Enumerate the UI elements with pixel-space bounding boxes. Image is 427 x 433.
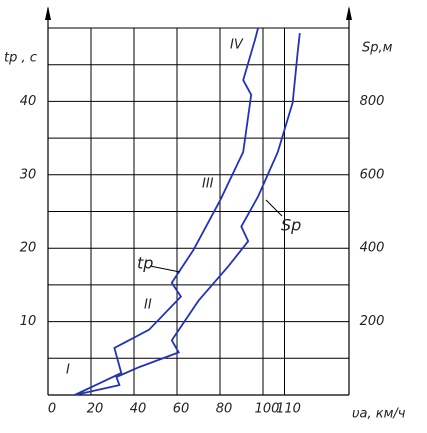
y2-axis-arrow [346,6,352,20]
gear-label: III [202,177,214,192]
series-label: tp [137,254,153,273]
x-tick-label: 20 [87,402,104,417]
y-tick-label: 10 [20,314,37,329]
y2-tick-label: 200 [360,314,385,329]
gear-label: I [66,363,70,378]
x-axis-label: υa, км/ч [352,407,406,422]
gear-label: II [144,298,152,313]
y-tick-label: 20 [20,241,37,256]
y2-tick-label: 600 [360,167,385,182]
x-tick-label: 40 [130,402,147,417]
gear-label: IV [230,38,244,53]
x-tick-label: 60 [173,402,190,417]
x-tick-label: 110 [276,402,301,417]
series-line [74,33,301,396]
leader-line [265,199,283,217]
y2-tick-label: 800 [360,94,385,109]
series-line [74,27,259,396]
x-tick-label: 0 [48,402,56,417]
y2-tick-label: 400 [360,241,385,256]
y-tick-label: 30 [20,167,37,182]
x-tick-label: 100 [255,402,280,417]
series-label: Sp [281,216,301,235]
leader-line [149,265,181,273]
y-axis-label: tp , c [4,51,37,66]
x-tick-label: 80 [216,402,233,417]
y2-axis-label: Sp,м [362,41,393,56]
y-tick-label: 40 [20,94,37,109]
y-axis-arrow [45,6,51,20]
